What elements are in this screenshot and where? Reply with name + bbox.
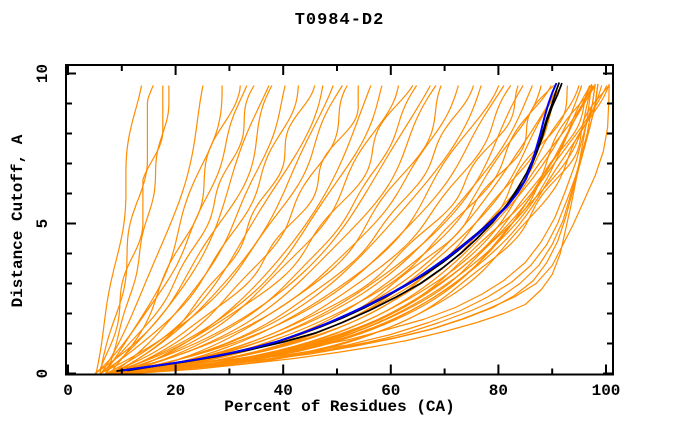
model-curve (117, 85, 552, 375)
model-curve (121, 85, 418, 375)
model-curve (95, 85, 248, 374)
model-curve (128, 85, 442, 375)
model-curve (116, 83, 596, 375)
y-axis-label: Distance Cutoff, A (9, 134, 27, 308)
y-tick-label: 10 (34, 64, 52, 83)
x-tick-label: 80 (489, 382, 508, 400)
model-curve (94, 85, 273, 374)
model-curve (110, 85, 533, 375)
model-curve (117, 85, 519, 375)
model-curve (116, 85, 316, 374)
x-axis-label: Percent of Residues (CA) (224, 398, 455, 416)
x-tick-label: 60 (381, 382, 400, 400)
curves-layer (94, 82, 610, 375)
model-curve (110, 85, 383, 375)
model-curve (121, 85, 474, 375)
model-curve (100, 85, 255, 374)
model-curve (99, 85, 164, 374)
model-curve (116, 85, 610, 375)
plot-border (65, 64, 614, 376)
model-curve (100, 85, 204, 374)
model-curve (110, 85, 431, 375)
model-curve (95, 85, 143, 374)
model-curve (105, 85, 170, 374)
model-curve (99, 85, 299, 375)
model-curve (122, 85, 524, 375)
model-curve (116, 85, 594, 375)
x-tick-label: 100 (592, 382, 621, 400)
model-curve (127, 85, 542, 375)
model-curve (110, 85, 241, 374)
model-curve (121, 83, 610, 375)
model-curve (121, 85, 593, 375)
model-curve (107, 85, 414, 375)
y-axis-tick-labels: 0 5 10 (34, 64, 52, 378)
x-axis-tick-labels: 0 20 40 60 80 100 (63, 382, 620, 400)
model-curve (127, 83, 599, 375)
model-curve (117, 85, 482, 375)
model-curve (116, 85, 437, 375)
model-curve (122, 85, 596, 375)
model-curve (106, 85, 359, 375)
model-curve (110, 85, 505, 375)
model-curve (116, 85, 400, 375)
model-curve (100, 85, 343, 375)
x-tick-label: 40 (274, 382, 293, 400)
model-curve (111, 85, 334, 375)
model-curve (99, 85, 154, 374)
model-curve (106, 85, 324, 375)
x-tick-label: 20 (166, 382, 185, 400)
blue-curve (121, 83, 557, 372)
y-tick-label: 0 (34, 369, 52, 379)
y-tick-label: 5 (34, 219, 52, 229)
model-curve (111, 85, 286, 374)
model-curve (105, 83, 596, 375)
model-curve (121, 85, 512, 375)
model-curve (110, 85, 459, 375)
chart-title: T0984-D2 (294, 11, 385, 30)
x-tick-label: 0 (63, 382, 73, 400)
axis-ticks (66, 65, 613, 375)
model-curve (127, 85, 608, 375)
